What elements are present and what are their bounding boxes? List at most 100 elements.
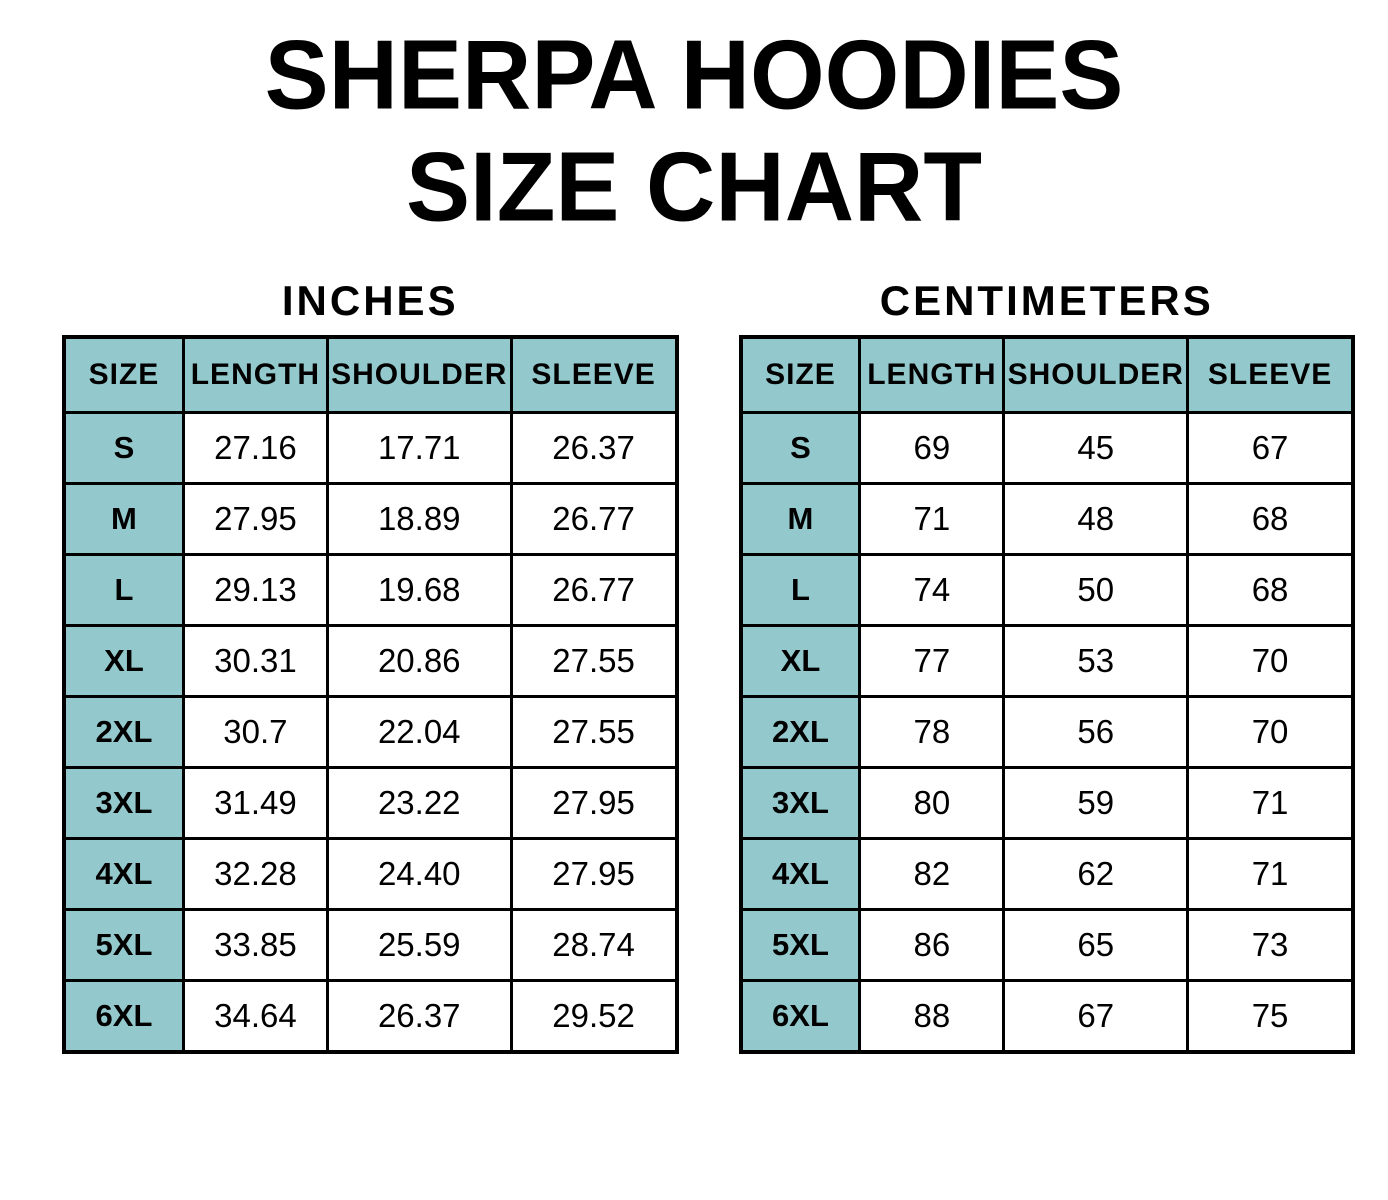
table-row: 6XL 88 67 75 (738, 978, 1355, 1054)
measurement-cell: 33.85 (181, 907, 329, 982)
measurement-cell: 22.04 (325, 694, 513, 769)
size-label-cell: 2XL (738, 694, 862, 769)
measurement-cell: 27.95 (181, 481, 329, 556)
measurement-cell: 24.40 (325, 836, 513, 911)
measurement-cell: 78 (858, 694, 1006, 769)
measurement-cell: 31.49 (181, 765, 329, 840)
measurement-cell: 67 (1002, 978, 1190, 1054)
table-row: S 69 45 67 (738, 410, 1355, 485)
table-row: L 29.13 19.68 26.77 (62, 552, 679, 627)
size-label-cell: 5XL (738, 907, 862, 982)
measurement-cell: 27.95 (509, 765, 679, 840)
size-label-cell: 3XL (62, 765, 185, 840)
inches-size-table: SIZE LENGTH SHOULDER SLEEVE S 27.16 17.71 26.3… (62, 334, 679, 1054)
size-chart-page: SHERPA HOODIES SIZE CHART INCHES SIZE LEN… (0, 20, 1388, 1200)
size-label-cell: XL (62, 623, 185, 698)
measurement-cell: 23.22 (325, 765, 513, 840)
size-label-cell: 4XL (738, 836, 862, 911)
column-header: SHOULDER (325, 335, 513, 414)
measurement-cell: 26.77 (509, 481, 679, 556)
column-header: LENGTH (181, 335, 329, 414)
column-header: SIZE (738, 335, 862, 414)
header-row: SIZE LENGTH SHOULDER SLEEVE (738, 335, 1355, 414)
measurement-cell: 27.55 (509, 623, 679, 698)
column-header: SIZE (62, 335, 185, 414)
centimeters-label: CENTIMETERS (879, 276, 1214, 324)
table-row: XL 30.31 20.86 27.55 (62, 623, 679, 698)
table-row: M 27.95 18.89 26.77 (62, 481, 679, 556)
column-header: SLEEVE (1186, 335, 1355, 414)
measurement-cell: 27.55 (509, 694, 679, 769)
measurement-cell: 71 (1186, 765, 1355, 840)
measurement-cell: 86 (858, 907, 1006, 982)
column-header: SHOULDER (1002, 335, 1190, 414)
measurement-cell: 69 (858, 410, 1006, 485)
measurement-cell: 71 (1186, 836, 1355, 911)
size-label-cell: 5XL (62, 907, 185, 982)
measurement-cell: 67 (1186, 410, 1355, 485)
page-title: SHERPA HOODIES SIZE CHART (0, 20, 1388, 245)
measurement-cell: 59 (1002, 765, 1190, 840)
tables-container: INCHES SIZE LENGTH SHOULDER SLEEVE S 27.16 17… (0, 277, 1388, 1054)
measurement-cell: 32.28 (181, 836, 329, 911)
measurement-cell: 45 (1002, 410, 1190, 485)
measurement-cell: 26.37 (325, 978, 513, 1054)
table-row: XL 77 53 70 (738, 623, 1355, 698)
measurement-cell: 27.16 (181, 410, 329, 485)
measurement-cell: 82 (858, 836, 1006, 911)
table-row: 5XL 86 65 73 (738, 907, 1355, 982)
measurement-cell: 27.95 (509, 836, 679, 911)
measurement-cell: 70 (1186, 623, 1355, 698)
measurement-cell: 29.13 (181, 552, 329, 627)
table-row: 5XL 33.85 25.59 28.74 (62, 907, 679, 982)
measurement-cell: 68 (1186, 552, 1355, 627)
measurement-cell: 73 (1186, 907, 1355, 982)
centimeters-table-section: CENTIMETERS SIZE LENGTH SHOULDER SLEEVE S 69… (738, 276, 1355, 1054)
size-label-cell: M (62, 481, 185, 556)
table-row: 2XL 30.7 22.04 27.55 (62, 694, 679, 769)
measurement-cell: 56 (1002, 694, 1190, 769)
measurement-cell: 30.7 (181, 694, 329, 769)
table-row: 2XL 78 56 70 (738, 694, 1355, 769)
measurement-cell: 30.31 (181, 623, 329, 698)
measurement-cell: 68 (1186, 481, 1355, 556)
measurement-cell: 50 (1002, 552, 1190, 627)
page-title-line2: SIZE CHART (406, 133, 982, 243)
size-label-cell: XL (738, 623, 862, 698)
centimeters-size-table: SIZE LENGTH SHOULDER SLEEVE S 69 45 67 M 71 48 68 L… (738, 334, 1355, 1054)
table-row: 6XL 34.64 26.37 29.52 (62, 978, 679, 1054)
measurement-cell: 71 (858, 481, 1006, 556)
measurement-cell: 88 (858, 978, 1006, 1054)
measurement-cell: 20.86 (325, 623, 513, 698)
measurement-cell: 26.77 (509, 552, 679, 627)
size-label-cell: 6XL (62, 978, 185, 1054)
measurement-cell: 34.64 (181, 978, 329, 1054)
table-row: 3XL 80 59 71 (738, 765, 1355, 840)
table-row: 3XL 31.49 23.22 27.95 (62, 765, 679, 840)
table-row: 4XL 32.28 24.40 27.95 (62, 836, 679, 911)
size-label-cell: 2XL (62, 694, 185, 769)
column-header: LENGTH (858, 335, 1006, 414)
measurement-cell: 19.68 (325, 552, 513, 627)
size-label-cell: S (738, 410, 862, 485)
table-row: S 27.16 17.71 26.37 (62, 410, 679, 485)
measurement-cell: 29.52 (509, 978, 679, 1054)
size-label-cell: S (62, 410, 185, 485)
size-label-cell: 3XL (738, 765, 862, 840)
table-row: L 74 50 68 (738, 552, 1355, 627)
column-header: SLEEVE (509, 335, 679, 414)
measurement-cell: 65 (1002, 907, 1190, 982)
page-title-line1: SHERPA HOODIES (264, 20, 1124, 130)
header-row: SIZE LENGTH SHOULDER SLEEVE (62, 335, 679, 414)
measurement-cell: 75 (1186, 978, 1355, 1054)
measurement-cell: 77 (858, 623, 1006, 698)
inches-table-section: INCHES SIZE LENGTH SHOULDER SLEEVE S 27.16 17… (62, 277, 679, 1054)
measurement-cell: 53 (1002, 623, 1190, 698)
measurement-cell: 62 (1002, 836, 1190, 911)
size-label-cell: L (738, 552, 862, 627)
table-row: M 71 48 68 (738, 481, 1355, 556)
size-label-cell: 6XL (738, 978, 862, 1054)
measurement-cell: 48 (1002, 481, 1190, 556)
table-row: 4XL 82 62 71 (738, 836, 1355, 911)
size-label-cell: 4XL (62, 836, 185, 911)
